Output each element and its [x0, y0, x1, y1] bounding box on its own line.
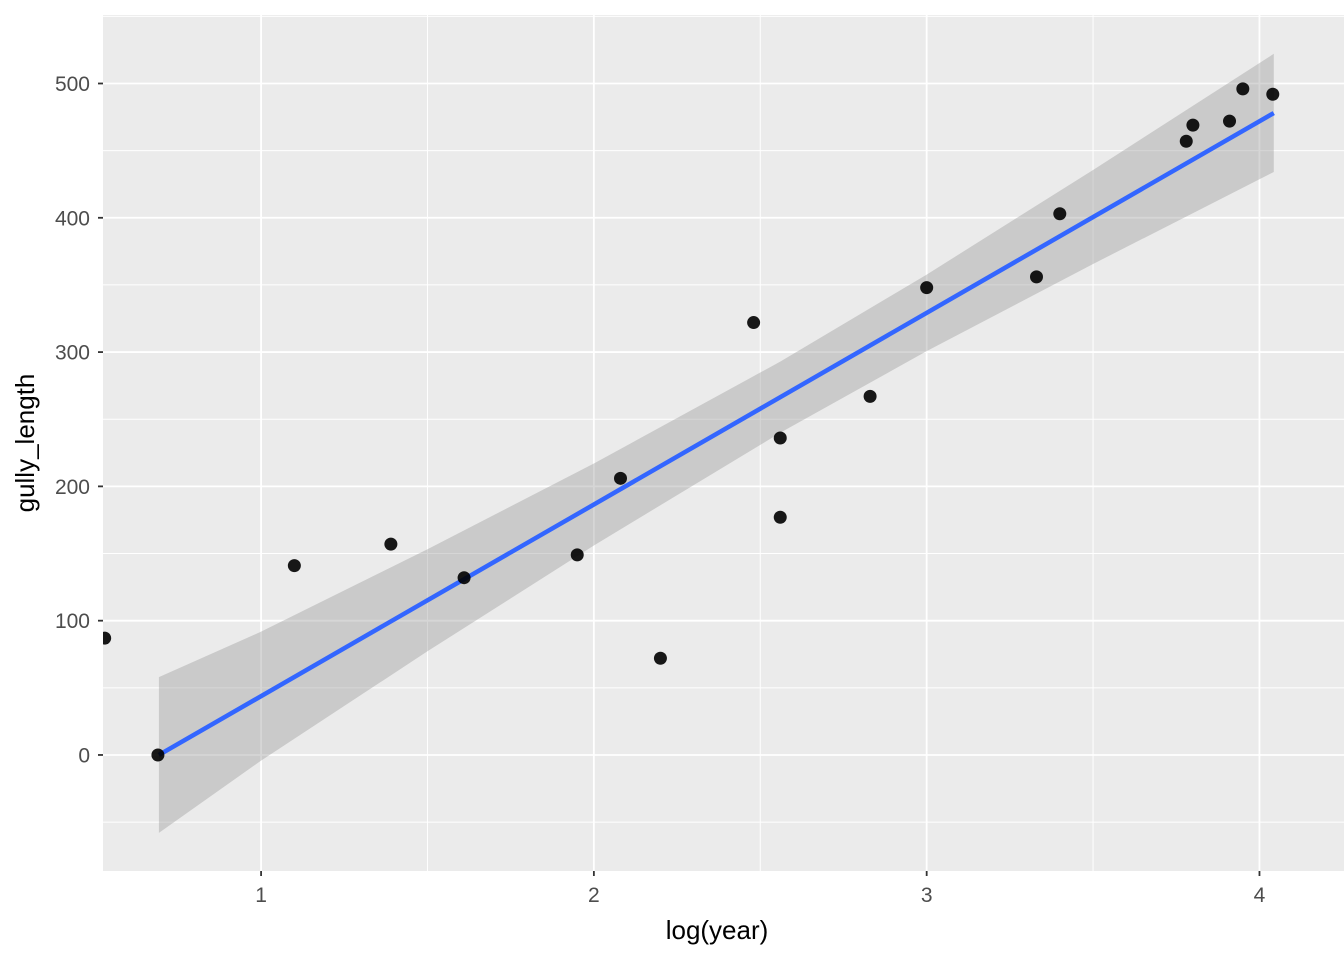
data-point: [863, 389, 877, 403]
data-point: [287, 559, 301, 573]
data-point: [1186, 118, 1200, 132]
data-point: [1029, 270, 1043, 284]
data-point: [653, 651, 667, 665]
data-point: [1236, 82, 1250, 96]
data-point: [1223, 114, 1237, 128]
data-point: [613, 471, 627, 485]
x-tick-label: 2: [588, 884, 600, 907]
data-point: [1053, 207, 1067, 221]
x-tick-label: 1: [255, 884, 267, 907]
chart-layers: 0 100 200 300 400 500 1 2 3 4: [55, 15, 1344, 907]
data-point: [1179, 134, 1193, 148]
data-point: [457, 571, 471, 585]
confidence-ribbon: [158, 53, 1274, 833]
x-axis-title: log(year): [666, 915, 769, 945]
data-point: [103, 631, 112, 645]
regression-line: [157, 111, 1275, 757]
y-tick-label: 100: [55, 610, 90, 633]
data-point: [570, 548, 584, 562]
data-point: [773, 510, 787, 524]
y-tick-label: 0: [78, 744, 90, 767]
data-point: [151, 748, 165, 762]
data-point: [384, 537, 398, 551]
x-tick-label: 4: [1254, 884, 1266, 907]
data-layer: [103, 53, 1280, 833]
y-tick-label: 400: [55, 207, 90, 230]
data-point: [1266, 87, 1280, 101]
data-point: [773, 431, 787, 445]
y-tick-label: 300: [55, 342, 90, 365]
y-tick-label: 200: [55, 476, 90, 499]
y-tick-label: 500: [55, 73, 90, 96]
panel-background: [103, 15, 1344, 871]
x-tick-label: 3: [921, 884, 933, 907]
data-point: [920, 281, 934, 295]
data-point: [747, 316, 761, 330]
y-axis-title: gully_length: [10, 374, 40, 513]
